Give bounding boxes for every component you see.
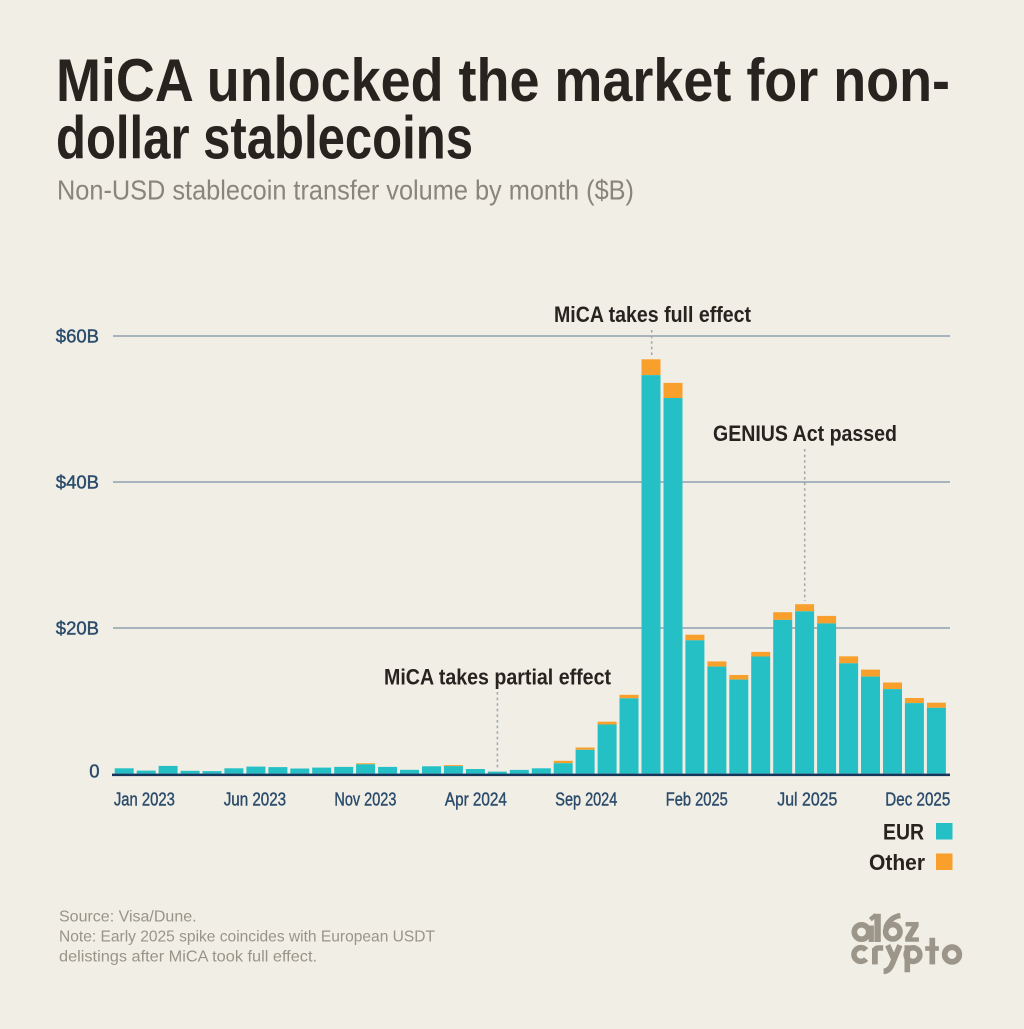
svg-text:Sep 2024: Sep 2024	[555, 789, 617, 810]
svg-text:MiCA unlocked the market for n: MiCA unlocked the market for non-	[56, 47, 950, 114]
svg-text:dollar stablecoins: dollar stablecoins	[56, 105, 473, 172]
svg-text:MiCA takes full effect: MiCA takes full effect	[554, 302, 751, 327]
svg-text:Non-USD stablecoin transfer vo: Non-USD stablecoin transfer volume by mo…	[57, 175, 634, 206]
svg-text:Jan 2023: Jan 2023	[114, 789, 175, 810]
svg-text:$60B: $60B	[56, 326, 99, 347]
svg-text:Source: Visa/Dune.: Source: Visa/Dune.	[59, 909, 197, 926]
svg-text:Feb 2025: Feb 2025	[666, 789, 728, 810]
svg-text:$40B: $40B	[56, 472, 99, 493]
svg-text:$20B: $20B	[56, 618, 99, 639]
svg-text:Note: Early 2025 spike coincid: Note: Early 2025 spike coincides with Eu…	[59, 929, 435, 946]
svg-text:Nov 2023: Nov 2023	[334, 789, 396, 810]
svg-text:Apr 2024: Apr 2024	[445, 789, 507, 810]
svg-text:0: 0	[89, 760, 99, 781]
svg-text:Jul 2025: Jul 2025	[777, 789, 837, 810]
svg-text:EUR: EUR	[883, 820, 924, 845]
svg-text:GENIUS Act passed: GENIUS Act passed	[713, 421, 897, 446]
svg-text:Other: Other	[869, 850, 925, 875]
svg-text:delistings after MiCA took ful: delistings after MiCA took full effect.	[59, 949, 317, 966]
svg-text:MiCA takes partial effect: MiCA takes partial effect	[384, 665, 611, 690]
svg-text:Jun 2023: Jun 2023	[224, 789, 286, 810]
svg-text:Dec 2025: Dec 2025	[885, 789, 950, 810]
